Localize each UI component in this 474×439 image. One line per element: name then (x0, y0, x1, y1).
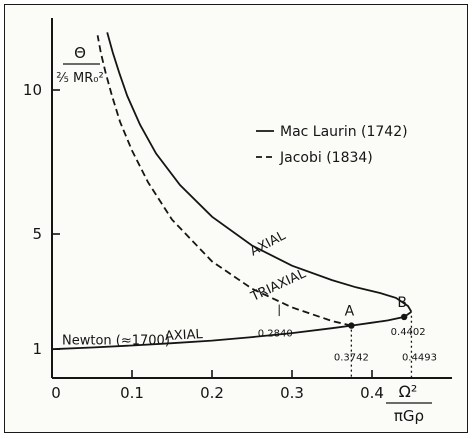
jacobi-curve (96, 35, 352, 327)
y-tick-label: 1 (32, 340, 42, 358)
ylabel-denominator: ⅖ MR₀² (56, 71, 103, 86)
maclaurin-curve-segment-0 (51, 311, 412, 351)
point-b (400, 313, 408, 321)
xlabel-numerator: Ω² (399, 382, 418, 401)
xlabel-denominator: πGρ (394, 407, 424, 425)
axis-mark-0.4493: 0.4493 (402, 352, 437, 363)
axis-mark-0.3742: 0.3742 (334, 352, 369, 363)
ylabel-numerator: Θ (74, 44, 86, 62)
axes: 0 0.1 0.2 0.3 0.4 1 5 10 (23, 18, 452, 402)
x-tick-label: 0.1 (120, 384, 144, 402)
point-label-b: B (397, 295, 407, 311)
x-tick-label: 0.4 (360, 384, 384, 402)
legend-label-maclaurin: Mac Laurin (1742) (280, 124, 408, 140)
point-label-a: A (345, 304, 355, 320)
x-tick-label: 0 (51, 384, 61, 402)
x-tick-label: 0.3 (280, 384, 304, 402)
figure-frame (4, 4, 468, 433)
value-label-0.2840: 0.2840 (258, 328, 293, 339)
curves (51, 32, 413, 378)
label-triaxial: TRIAXIAL (248, 266, 309, 305)
x-tick-label: 0.2 (200, 384, 224, 402)
value-label-0.4402: 0.4402 (391, 327, 426, 338)
point-a (348, 322, 355, 329)
maclaurin-curve-segment-1 (106, 32, 413, 313)
annotation-newton: Newton (≈1700) (62, 334, 170, 349)
label-axial-lower: AXIAL (165, 327, 204, 344)
y-tick-label: 10 (23, 81, 42, 99)
legend-label-jacobi: Jacobi (1834) (279, 150, 373, 166)
y-tick-label: 5 (32, 225, 42, 243)
